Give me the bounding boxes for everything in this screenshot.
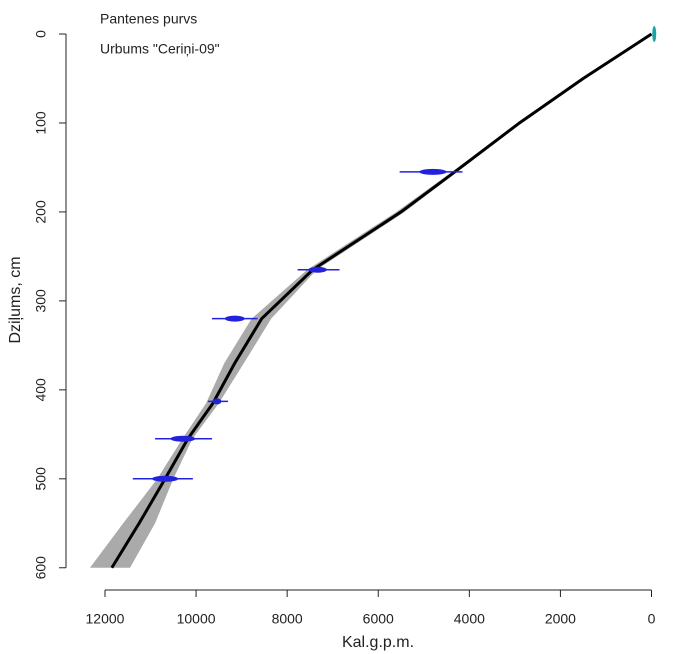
chart-title: Pantenes purvs (100, 11, 197, 27)
y-tick-label: 400 (33, 378, 49, 402)
x-tick-label: 10000 (177, 611, 216, 627)
date-density (652, 26, 657, 43)
y-tick-label: 200 (33, 200, 49, 224)
y-axis-label: Dziļums, cm (7, 256, 24, 343)
y-tick-label: 300 (33, 289, 49, 313)
x-tick-label: 6000 (363, 611, 394, 627)
y-tick-label: 500 (33, 467, 49, 491)
x-tick-label: 8000 (272, 611, 303, 627)
model-line (110, 32, 653, 569)
x-tick-label: 12000 (86, 611, 125, 627)
y-tick-label: 600 (33, 556, 49, 580)
date-density (170, 435, 196, 442)
date-density (151, 475, 179, 482)
uncertainty-band (89, 34, 652, 568)
date-density (308, 266, 327, 273)
chart-subtitle: Urbums "Ceriņi-09" (100, 41, 220, 57)
x-axis-label: Kal.g.p.m. (342, 634, 414, 651)
x-tick-label: 4000 (454, 611, 485, 627)
date-density (419, 168, 447, 175)
x-tick-label: 2000 (545, 611, 576, 627)
date-density (212, 398, 222, 405)
y-tick-label: 100 (33, 111, 49, 135)
y-tick-label: 0 (33, 30, 49, 38)
x-tick-label: 0 (648, 611, 656, 627)
date-density (224, 315, 245, 322)
